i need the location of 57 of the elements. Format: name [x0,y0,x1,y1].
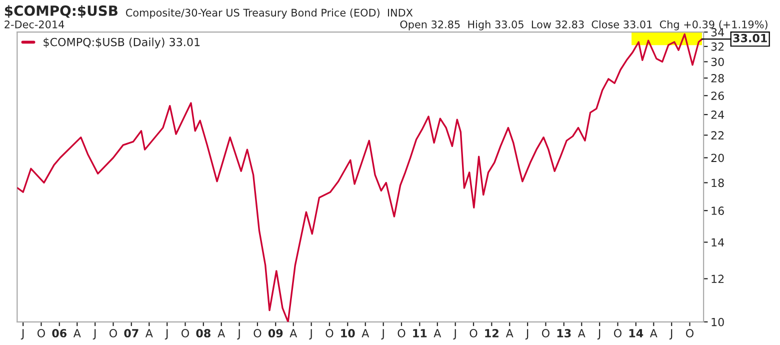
x-tick-label: J [525,329,528,340]
x-tick-label: A [290,329,298,338]
x-tick-label: A [650,329,658,338]
annotation: 33.01 [733,34,767,42]
x-tick-label: 10 [341,329,355,338]
y-tick-label: 28 [711,74,724,82]
x-tick-label: O [614,329,622,338]
x-tick-label: J [237,329,240,340]
y-tick-label: 22 [711,131,724,140]
x-tick-label: 06 [52,329,67,338]
y-tick-label: 18 [712,178,724,188]
x-tick-label: A [506,329,514,338]
x-tick-label: O [326,329,334,338]
x-tick-label: 14 [629,329,644,338]
chart-title: $COMPQ:$USB [4,5,118,18]
x-tick-label: J [597,329,600,340]
x-tick-label: J [309,329,312,340]
x-tick-label: O [686,329,694,338]
y-tick-label: 26 [711,92,724,100]
legend-label: $COMPQ:$USB (Daily) 33.01 [44,38,200,48]
x-tick-label: A [578,329,586,338]
y-tick-label: 12 [712,274,724,283]
y-tick-label: 34 [711,28,724,36]
x-tick-label: A [218,329,226,338]
x-tick-label: O [37,329,45,338]
x-tick-label: A [73,329,81,338]
x-tick-label: O [254,329,262,338]
x-tick-label: 12 [485,329,498,338]
x-tick-label: J [92,329,96,340]
x-tick-label: J [669,329,672,340]
x-tick-label: J [381,329,384,340]
x-tick-label: O [542,329,550,338]
x-tick-label: J [164,329,168,340]
x-tick-label: 08 [196,329,210,338]
y-tick-label: 32 [711,42,724,51]
x-tick-label: A [145,329,153,338]
x-tick-label: J [20,329,24,340]
x-tick-label: O [182,329,190,338]
y-tick-label: 16 [712,206,724,215]
x-tick-label: 13 [557,329,571,338]
x-tick-label: O [398,329,406,338]
y-tick-label: 24 [711,110,724,119]
x-tick-label: J [453,329,456,340]
y-tick-label: 30 [711,58,724,66]
x-tick-label: A [434,329,442,338]
x-tick-label: O [109,329,117,338]
y-tick-label: 10 [712,318,724,326]
text: 2-Dec-2014 [4,20,64,28]
x-tick-label: 11 [413,329,427,338]
x-tick-label: 09 [268,329,283,338]
x-tick-label: A [362,329,370,338]
chart-subtitle: Composite/30-Year US Treasury Bond Price (EOD) INDX [126,8,413,19]
x-tick-label: 07 [124,329,138,338]
y-tick-label: 14 [712,238,724,246]
y-tick-label: 20 [711,154,724,162]
line-series [17,33,703,322]
x-tick-label: O [470,329,478,338]
